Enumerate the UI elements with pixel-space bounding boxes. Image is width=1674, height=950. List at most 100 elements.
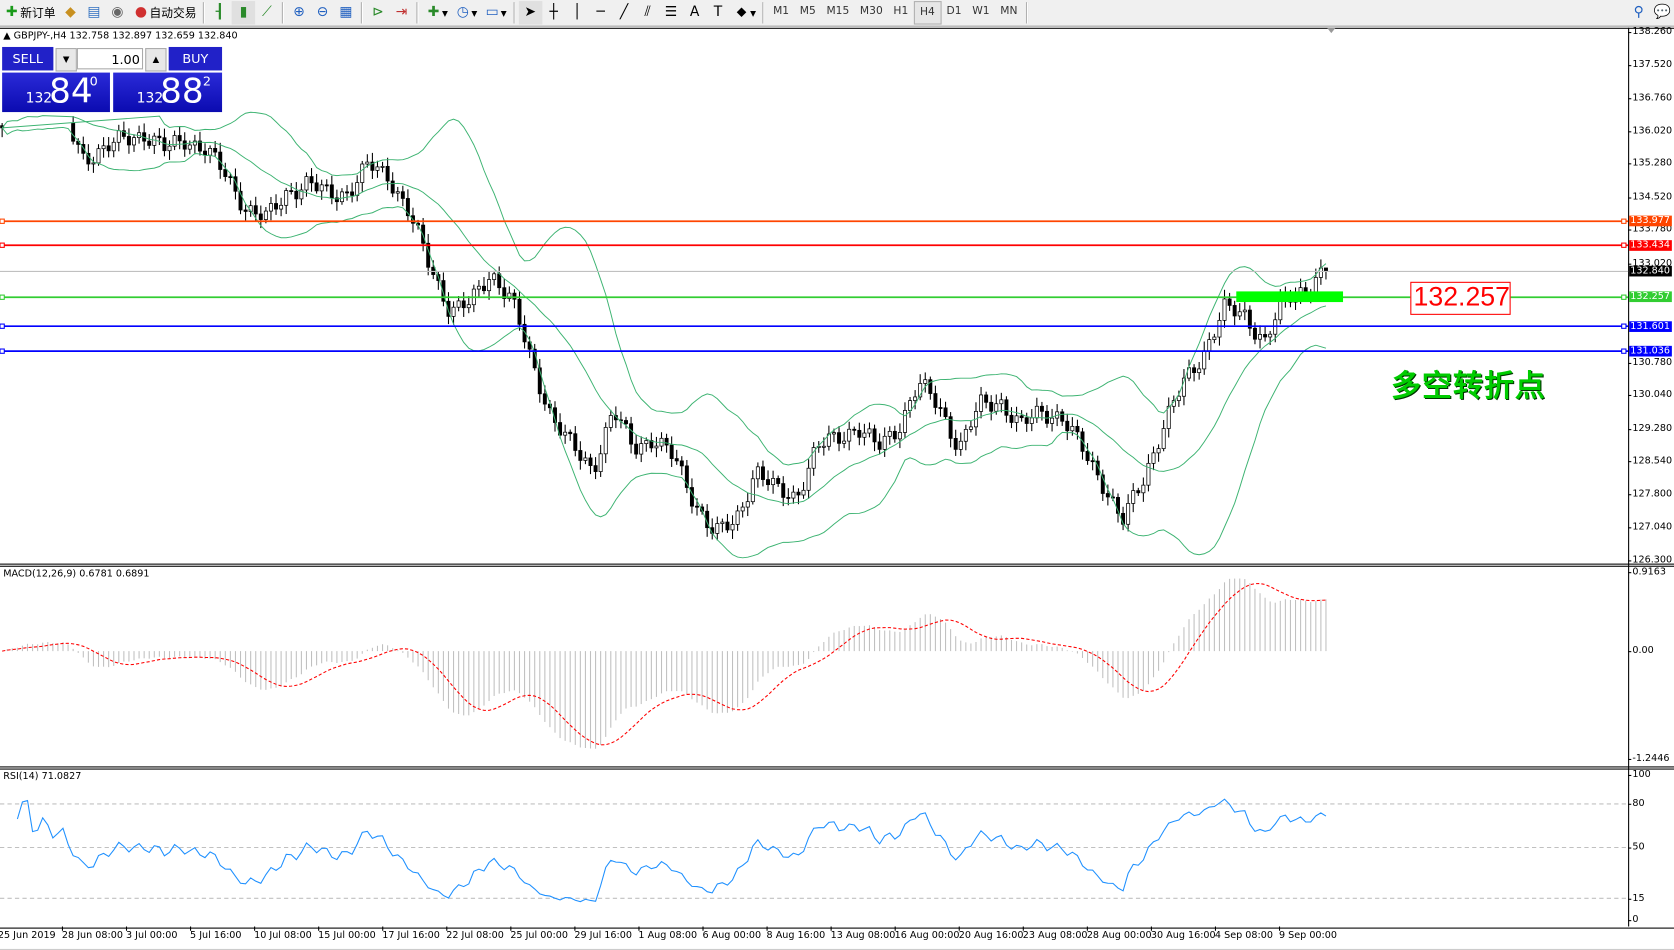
arrows-button[interactable]: ⬥ ▾ — [730, 1, 759, 24]
signal-button[interactable]: ◉ — [106, 1, 129, 24]
buy-price[interactable]: 132 88 2 — [113, 70, 223, 113]
fibonacci-button[interactable]: ☰ — [659, 1, 682, 24]
bear-candle — [81, 144, 86, 154]
bear-candle — [943, 407, 948, 418]
rsi-pane[interactable] — [0, 768, 1674, 929]
bear-candle — [857, 429, 862, 438]
timeframe-d1[interactable]: D1 — [946, 5, 962, 18]
bull-candle — [750, 478, 755, 503]
indicators-button[interactable]: ✚ ▾ — [422, 1, 451, 24]
bear-candle — [1039, 405, 1044, 412]
zoom-in-button[interactable]: ⊕ — [287, 1, 310, 24]
bull-candle — [279, 204, 284, 210]
vertical-line-button[interactable]: │ — [565, 1, 588, 24]
bear-candle — [385, 165, 390, 182]
templates-button[interactable]: ▭ ▾ — [485, 4, 507, 21]
bear-candle — [781, 483, 786, 498]
bull-candle — [831, 432, 836, 435]
bull-candle — [1212, 336, 1217, 340]
chart-shift-marker-icon[interactable] — [1327, 27, 1336, 34]
timeframe-h4[interactable]: H4 — [913, 1, 942, 25]
bull-candle — [842, 440, 847, 444]
new-order-button[interactable]: ✚ 新订单 — [0, 1, 59, 24]
price-axis-tick — [1628, 428, 1632, 430]
text-label-button[interactable]: T — [706, 1, 729, 24]
price-annotation-box[interactable]: 132.257 — [1410, 281, 1511, 315]
bottom-border — [0, 948, 1674, 950]
time-axis-tick — [382, 926, 384, 931]
horizontal-line-icon: ─ — [596, 4, 605, 21]
rsi-axis-label: 80 — [1632, 798, 1645, 810]
time-axis-tick — [766, 926, 768, 931]
time-axis-tick — [894, 926, 896, 931]
bull-candle — [263, 210, 268, 220]
bear-candle — [984, 394, 989, 403]
bear-candle — [157, 135, 162, 139]
crosshair-button[interactable]: ┼ — [542, 1, 565, 24]
candlestick-button[interactable]: ▮ — [231, 1, 256, 25]
lot-size-input[interactable]: 1.00 — [76, 48, 144, 70]
timeframe-m30[interactable]: M30 — [859, 5, 883, 18]
chart-shift-button[interactable]: ⇥ — [390, 1, 413, 24]
bear-candle — [796, 491, 801, 496]
lot-decrease-button[interactable]: ▼ — [55, 48, 77, 72]
strategy-tester-button[interactable]: ◆ — [59, 1, 82, 24]
bear-candle — [837, 432, 842, 444]
bull-candle — [563, 431, 568, 436]
green-zone[interactable] — [1236, 291, 1344, 303]
bear-candle — [634, 443, 639, 455]
rsi-axis-tick — [1628, 920, 1632, 922]
tile-windows-button[interactable]: ▦ — [334, 1, 357, 24]
strategy-tester-icon: ◆ — [65, 4, 76, 21]
auto-trading-button[interactable]: ● 自动交易 — [129, 1, 199, 24]
time-axis-label: 25 Jul 00:00 — [510, 930, 568, 942]
line-chart-button[interactable]: ⟋ — [255, 1, 278, 24]
macd-pane[interactable] — [0, 565, 1674, 768]
timeframe-m15[interactable]: M15 — [826, 5, 850, 18]
price-axis[interactable] — [1628, 27, 1674, 927]
bear-candle — [314, 182, 319, 192]
bull-candle — [603, 427, 608, 455]
timeframe-w1[interactable]: W1 — [972, 5, 990, 18]
bear-candle — [197, 140, 202, 152]
timeframe-m5[interactable]: M5 — [799, 5, 816, 18]
trendline-button[interactable]: ╱ — [612, 1, 635, 24]
rsi-label: RSI(14) 71.0827 — [3, 771, 82, 783]
bear-candle — [649, 440, 654, 449]
bear-candle — [482, 285, 486, 292]
sell-button[interactable]: SELL — [2, 46, 54, 71]
one-click-trading-panel: SELL ▼ 1.00 ▲ BUY 132 84 0 132 88 2 — [2, 46, 223, 113]
bar-chart-button[interactable]: ┨ — [208, 1, 231, 24]
periods-button[interactable]: ◷ ▾ — [451, 1, 480, 24]
sell-price[interactable]: 132 84 0 — [2, 70, 110, 113]
zoom-out-button[interactable]: ⊖ — [311, 1, 334, 24]
cursor-button[interactable]: ➤ — [518, 1, 542, 25]
auto-scroll-icon: ⊳ — [372, 4, 384, 21]
bull-candle — [360, 163, 365, 183]
bull-candle — [639, 443, 644, 455]
bear-candle — [578, 450, 583, 461]
horizontal-line-button[interactable]: ─ — [589, 1, 612, 24]
time-axis-label: 20 Aug 16:00 — [958, 930, 1024, 942]
price-axis-tick — [1628, 197, 1632, 199]
annotation-text[interactable]: 多空转折点 — [1391, 368, 1546, 404]
lot-increase-button[interactable]: ▲ — [145, 48, 167, 72]
text-button[interactable]: A — [683, 1, 706, 24]
equidistant-channel-button[interactable]: ⫽ — [636, 1, 659, 24]
timeframe-m1[interactable]: M1 — [773, 5, 790, 18]
buy-button-label[interactable]: BUY — [168, 46, 223, 71]
line-chart-icon: ⟋ — [262, 4, 272, 21]
auto-scroll-button[interactable]: ⊳ — [366, 1, 389, 24]
timeframe-h1[interactable]: H1 — [893, 5, 909, 18]
bull-candle — [1146, 462, 1151, 486]
timeframe-mn[interactable]: MN — [1000, 5, 1018, 18]
bull-candle — [268, 203, 273, 212]
zoom-in-icon: ⊕ — [293, 4, 305, 21]
bear-candle — [1247, 309, 1252, 329]
market-watch-button[interactable]: ▤ — [82, 1, 105, 24]
collapse-triangle-icon[interactable]: ▲ — [3, 30, 14, 42]
search-button[interactable]: ⚲ — [1627, 1, 1650, 24]
chat-button[interactable]: 💬 — [1651, 1, 1674, 24]
price-line-tag: 132.257 — [1629, 291, 1672, 303]
bear-candle — [350, 191, 355, 196]
